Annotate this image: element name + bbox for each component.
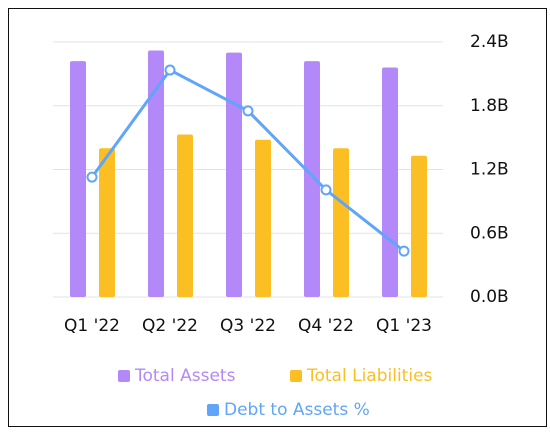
x-tick-label: Q1 '23 [376,316,432,336]
legend-swatch [118,370,130,382]
line-point [164,64,176,76]
bar [333,148,349,297]
y-tick-label: 1.2B [470,160,509,180]
bar [226,52,242,297]
y-tick-label: 2.4B [470,32,509,52]
x-tick-label: Q1 '22 [64,316,120,336]
line-point [86,171,98,183]
bar [99,148,115,297]
bar [70,61,86,297]
y-tick-label: 0.0B [470,287,509,307]
y-tick-label: 1.8B [470,96,509,116]
x-tick-label: Q3 '22 [220,316,276,336]
bar [148,50,164,297]
bar [382,67,398,297]
y-tick-label: 0.6B [470,223,509,243]
legend-label: Total Assets [134,366,236,386]
bar [304,61,320,297]
bar [177,134,193,297]
frame [8,8,547,427]
legend-label: Total Liabilities [306,366,433,386]
legend-swatch [290,370,302,382]
line-point [398,245,410,257]
x-tick-label: Q4 '22 [298,316,354,336]
line-point [320,184,332,196]
legend-label: Debt to Assets % [224,400,370,420]
x-tick-label: Q2 '22 [142,316,198,336]
bar [411,155,427,297]
legend-swatch [207,404,219,416]
bar [255,139,271,297]
line-point [242,105,254,117]
